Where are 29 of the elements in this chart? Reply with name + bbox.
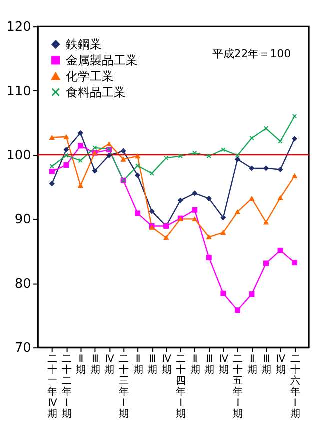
x-tick-label: Ⅳ期 — [276, 354, 286, 376]
x-tick-label: 二十三年Ⅰ期 — [119, 354, 130, 420]
y-tick-label: 120 — [6, 20, 32, 36]
x-tick-label: Ⅳ期 — [218, 354, 230, 376]
x-tick-label: Ⅲ期 — [148, 354, 158, 376]
x-tick-label: Ⅱ期 — [247, 354, 258, 376]
legend-label: 食料品工業 — [66, 85, 126, 100]
x-tick-label: Ⅱ期 — [190, 354, 200, 376]
legend-label: 金属製品工業 — [66, 53, 138, 68]
x-tick-label: Ⅳ期 — [162, 354, 172, 376]
x-tick-label: Ⅲ期 — [204, 354, 215, 376]
x-tick-label: 二十二年Ⅰ期 — [62, 354, 72, 420]
annotation: 平成22年＝100 — [212, 47, 292, 60]
x-tick-label: Ⅱ期 — [76, 354, 86, 376]
x-tick-label: 二十五年Ⅰ期 — [233, 354, 244, 420]
x-tick-label: Ⅲ期 — [262, 354, 272, 376]
x-tick-label: 二十四年Ⅰ期 — [176, 354, 186, 420]
x-tick-label: Ⅱ期 — [133, 354, 144, 376]
y-tick-label: 70 — [14, 341, 32, 356]
legend-label: 化学工業 — [66, 69, 114, 84]
y-tick-label: 90 — [14, 212, 32, 228]
y-tick-label: 80 — [14, 276, 32, 292]
x-tick-label: Ⅳ期 — [104, 354, 116, 376]
x-tick-label: 二十六年Ⅰ期 — [290, 354, 300, 420]
x-tick-label: 二十一年Ⅳ期 — [48, 354, 58, 420]
x-tick-label: Ⅲ期 — [90, 354, 100, 376]
legend-label: 鉄鋼業 — [66, 37, 102, 52]
y-tick-label: 110 — [6, 84, 32, 100]
y-tick-label: 100 — [6, 148, 32, 164]
